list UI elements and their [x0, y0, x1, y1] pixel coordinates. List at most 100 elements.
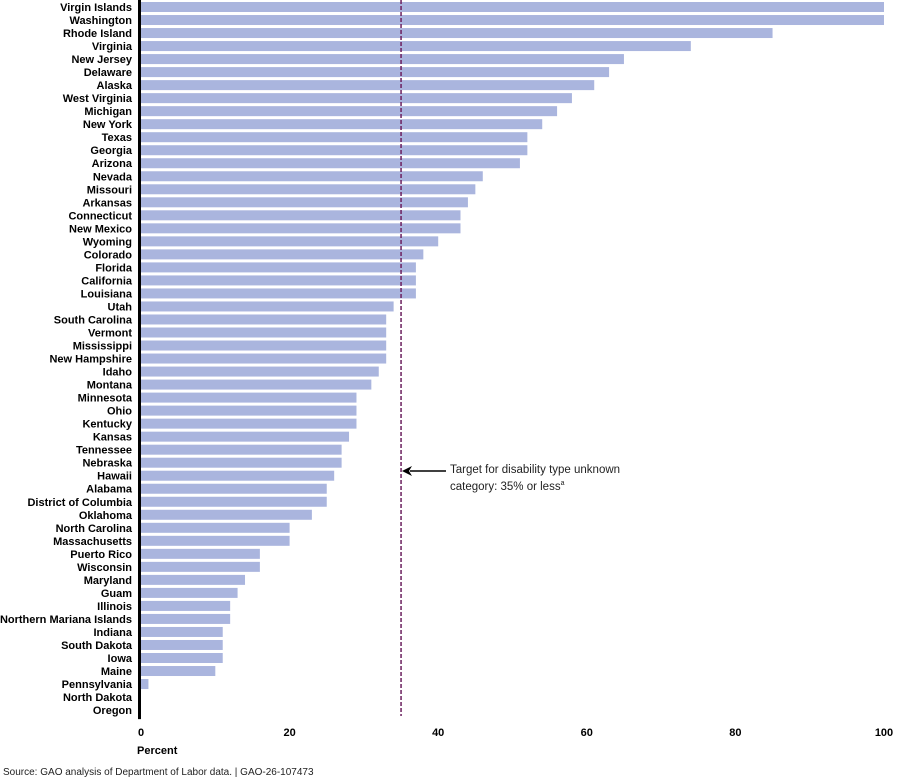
category-label: Minnesota: [78, 393, 133, 405]
category-label: Missouri: [87, 184, 132, 196]
x-tick-label: 100: [875, 727, 893, 739]
x-tick-label: 80: [729, 727, 741, 739]
category-label: Rhode Island: [63, 28, 132, 40]
category-label: Iowa: [108, 653, 133, 665]
category-label: Hawaii: [97, 471, 132, 483]
bar-indiana: [141, 626, 223, 637]
category-label: Nevada: [93, 171, 133, 183]
bar-kansas: [141, 431, 350, 442]
bar-alabama: [141, 483, 327, 494]
bar-south-carolina: [141, 314, 387, 325]
category-label: District of Columbia: [27, 497, 132, 509]
category-label: North Carolina: [56, 523, 133, 535]
category-label: Louisiana: [81, 288, 133, 300]
category-label: Connecticut: [68, 210, 132, 222]
category-label: New York: [83, 119, 133, 131]
category-label: South Carolina: [54, 314, 133, 326]
bar-georgia: [141, 145, 528, 156]
bar-minnesota: [141, 392, 357, 403]
category-label: Florida: [95, 262, 133, 274]
category-label: Colorado: [84, 249, 133, 261]
bar-nebraska: [141, 457, 342, 468]
bar-new-york: [141, 119, 543, 130]
bar-arkansas: [141, 197, 468, 208]
category-label: Oklahoma: [79, 510, 133, 522]
bar-north-carolina: [141, 522, 290, 533]
bar-maine: [141, 666, 216, 677]
bar-montana: [141, 379, 372, 390]
category-label: Alaska: [97, 80, 133, 92]
bar-tennessee: [141, 444, 342, 455]
category-label: New Hampshire: [49, 354, 132, 366]
category-label: Illinois: [97, 601, 132, 613]
bar-puerto-rico: [141, 548, 260, 559]
category-label: Idaho: [103, 367, 133, 379]
bar-vermont: [141, 327, 387, 338]
category-label: Massachusetts: [53, 536, 132, 548]
source-note: Source: GAO analysis of Department of La…: [3, 767, 314, 778]
target-annotation: Target for disability type unknown categ…: [450, 463, 620, 494]
category-label: Nebraska: [82, 458, 132, 470]
bar-illinois: [141, 600, 231, 611]
category-label: Wisconsin: [77, 562, 132, 574]
bar-new-mexico: [141, 223, 461, 234]
category-label: North Dakota: [63, 692, 133, 704]
category-label: Pennsylvania: [62, 679, 133, 691]
bar-utah: [141, 301, 394, 312]
bar-new-jersey: [141, 54, 624, 65]
category-label: Oregon: [93, 705, 132, 717]
category-label: Georgia: [90, 145, 132, 157]
category-label: Alabama: [86, 484, 133, 496]
bar-ohio: [141, 405, 357, 416]
bar-connecticut: [141, 210, 461, 221]
bar-wisconsin: [141, 561, 260, 572]
x-axis-label: Percent: [137, 745, 178, 757]
category-label: Utah: [108, 301, 133, 313]
category-label: Tennessee: [76, 445, 132, 457]
bar-california: [141, 275, 416, 286]
bar-missouri: [141, 184, 476, 195]
bar-colorado: [141, 249, 424, 260]
category-label: Maryland: [84, 575, 132, 587]
bar-guam: [141, 587, 238, 598]
bar-louisiana: [141, 288, 416, 299]
category-label: Wyoming: [83, 236, 132, 248]
bar-alaska: [141, 80, 595, 91]
category-label: Texas: [102, 132, 132, 144]
bar-kentucky: [141, 418, 357, 429]
bar-massachusetts: [141, 535, 290, 546]
bar-mississippi: [141, 340, 387, 351]
x-tick-label: 40: [432, 727, 444, 739]
bar-virginia: [141, 41, 691, 52]
category-label: Virginia: [92, 41, 133, 53]
category-label: Maine: [101, 666, 132, 678]
bar-virgin-islands: [141, 2, 884, 12]
bar-south-dakota: [141, 639, 223, 650]
bar-northern-mariana-islands: [141, 613, 231, 624]
category-label: West Virginia: [63, 93, 133, 105]
bar-arizona: [141, 158, 520, 169]
category-label: Kentucky: [82, 419, 132, 431]
category-label: Michigan: [84, 106, 132, 118]
bar-district-of-columbia: [141, 496, 327, 507]
annotation-footnote: a: [560, 480, 565, 487]
category-label: Vermont: [88, 328, 132, 340]
category-label: Mississippi: [73, 341, 132, 353]
bar-hawaii: [141, 470, 335, 481]
category-label: New Jersey: [71, 54, 132, 66]
category-label: Indiana: [93, 627, 132, 639]
category-label: Northern Mariana Islands: [0, 614, 132, 626]
category-label: Montana: [87, 380, 133, 392]
bar-pennsylvania: [141, 679, 149, 690]
category-label: South Dakota: [61, 640, 133, 652]
category-label: Guam: [101, 588, 132, 600]
category-label: Virgin Islands: [60, 2, 132, 14]
x-tick-label: 60: [581, 727, 593, 739]
x-tick-label: 20: [283, 727, 295, 739]
category-label: Ohio: [107, 406, 132, 418]
annotation-arrow-icon: [402, 466, 412, 476]
bar-texas: [141, 132, 528, 143]
bar-west-virginia: [141, 93, 572, 104]
